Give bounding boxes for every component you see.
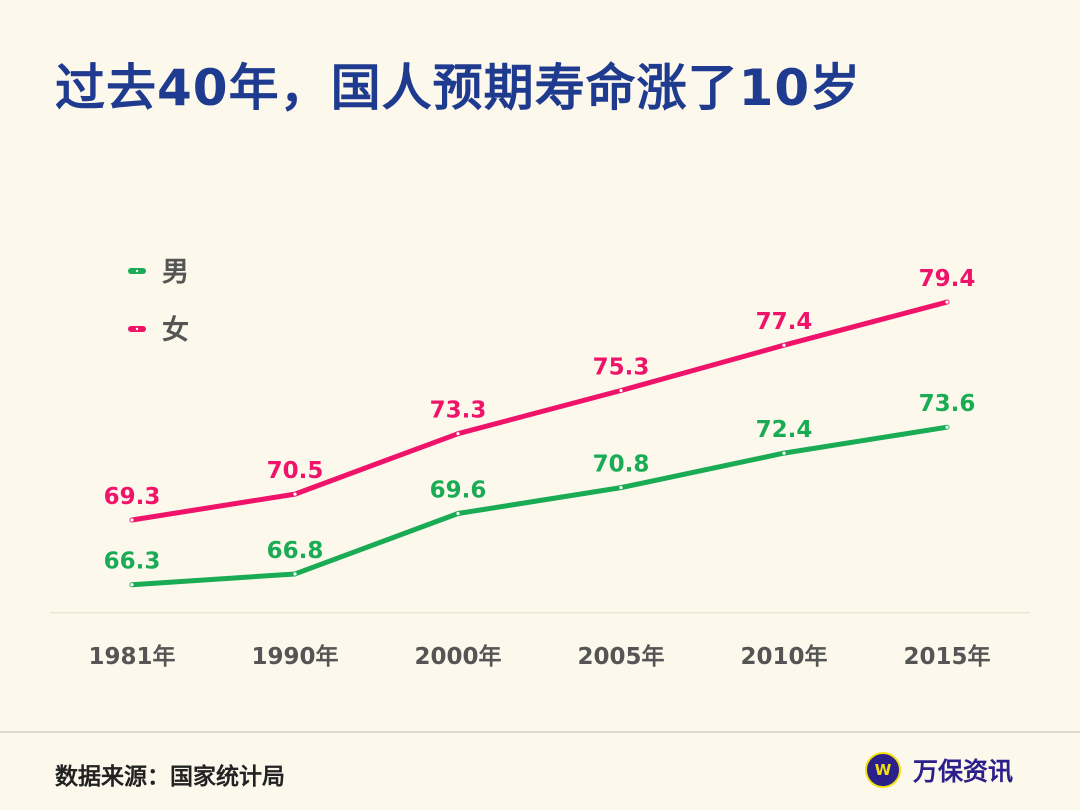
data-source: 数据来源：国家统计局 (55, 764, 285, 790)
data-point (945, 300, 949, 304)
data-label: 75.3 (593, 355, 650, 381)
data-point (293, 572, 297, 576)
data-point (945, 425, 949, 429)
data-label: 66.8 (267, 538, 324, 564)
data-point (456, 432, 460, 436)
brand-name: 万保资讯 (913, 757, 1014, 786)
x-tick-label: 1981年 (88, 643, 175, 670)
x-tick-label: 2000年 (414, 643, 501, 670)
data-label: 73.6 (919, 391, 976, 417)
data-point (619, 388, 623, 393)
data-point (293, 492, 297, 496)
x-tick-label: 2010年 (740, 643, 827, 670)
data-label: 69.3 (104, 484, 161, 510)
data-label: 73.3 (430, 398, 487, 424)
legend-marker-dot (135, 269, 139, 273)
data-point (456, 511, 460, 516)
data-point (782, 451, 786, 455)
x-tick-label: 1990年 (251, 643, 338, 670)
data-label: 66.3 (104, 549, 161, 575)
data-point (130, 583, 134, 587)
legend-label: 男 (162, 257, 189, 288)
x-tick-label: 2015年 (903, 643, 990, 670)
data-label: 79.4 (919, 266, 976, 292)
chart-title: 过去40年，国人预期寿命涨了10岁 (55, 59, 862, 117)
data-label: 72.4 (756, 417, 813, 443)
footer-divider (0, 731, 1080, 733)
legend-label: 女 (162, 314, 189, 346)
legend-marker-dot (135, 327, 139, 331)
data-point (782, 343, 786, 347)
data-point (130, 518, 134, 522)
line-chart: 1981年 1990年 2000年 2005年 2010年 2015年 66.3 66.8 69… (50, 257, 1030, 670)
data-label: 77.4 (756, 309, 813, 335)
series-line-0 (129, 424, 950, 588)
data-label: 69.6 (430, 478, 487, 504)
brand-logo-icon: W (865, 752, 901, 788)
data-label: 70.5 (267, 458, 324, 484)
series-line-1 (129, 299, 950, 523)
x-tick-label: 2005年 (577, 643, 664, 670)
brand: W 万保资讯 (865, 752, 1013, 788)
data-point (619, 486, 623, 490)
data-label: 70.8 (593, 452, 650, 478)
